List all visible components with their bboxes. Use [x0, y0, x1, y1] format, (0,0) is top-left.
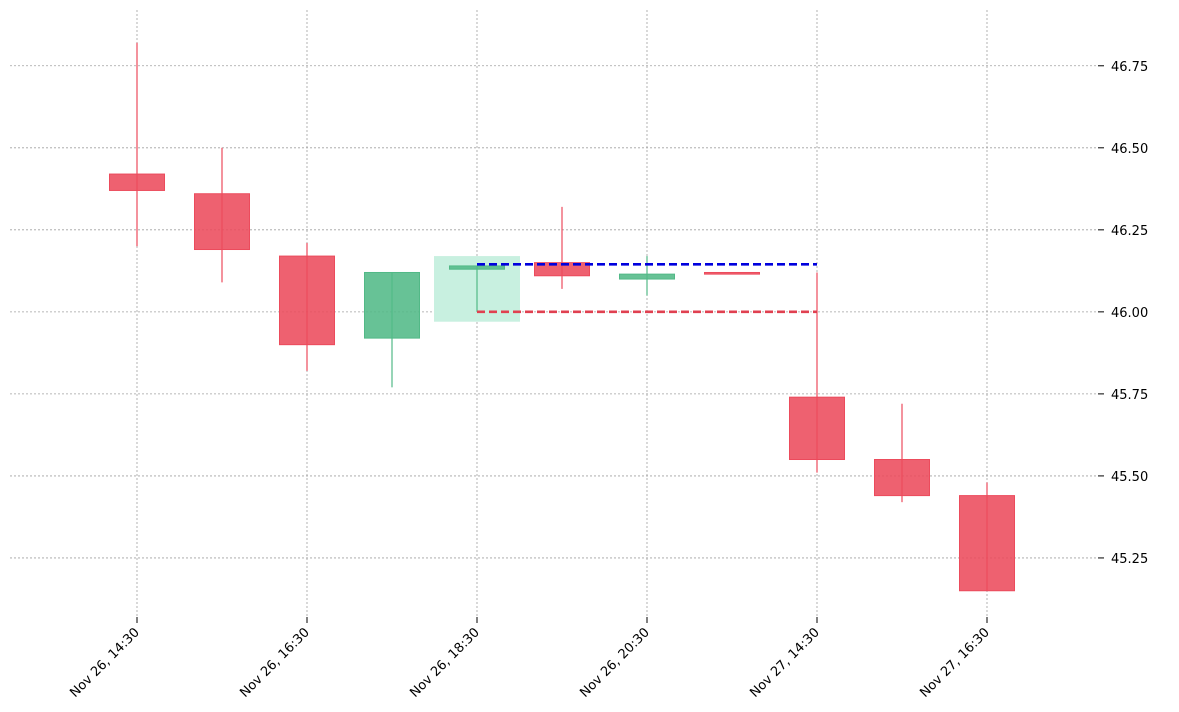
y-tick-label: 46.25 — [1111, 224, 1148, 239]
candle-body — [194, 193, 250, 251]
candle-body — [874, 459, 930, 497]
x-tick-label: Nov 26, 20:30 — [577, 625, 653, 701]
y-tick-label: 45.25 — [1111, 552, 1148, 567]
y-tick-label: 46.75 — [1111, 60, 1148, 75]
x-tick-label: Nov 26, 18:30 — [407, 625, 483, 701]
y-tick-label: 45.75 — [1111, 388, 1148, 403]
candle-body — [449, 265, 505, 270]
y-tick-label: 46.00 — [1111, 306, 1148, 321]
y-axis: 45.25 45.50 45.75 46.00 46.25 46.50 46.75 — [1098, 60, 1148, 567]
x-tick-label: Nov 26, 16:30 — [237, 625, 313, 701]
y-tick-label: 45.50 — [1111, 470, 1148, 485]
candle-body — [109, 173, 165, 191]
candle-body — [534, 262, 590, 277]
x-tick-label: Nov 27, 16:30 — [917, 625, 993, 701]
x-axis: Nov 26, 14:30 Nov 26, 16:30 Nov 26, 18:30 N… — [67, 617, 993, 701]
candle-body — [789, 396, 845, 461]
x-tick-label: Nov 26, 14:30 — [67, 625, 143, 701]
candle-body — [279, 255, 335, 346]
candle-body — [619, 273, 675, 280]
candle-body — [959, 495, 1015, 592]
grid — [10, 10, 1098, 617]
candles — [109, 42, 1015, 592]
candle-body — [364, 271, 420, 339]
candle-body — [704, 271, 760, 275]
x-tick-label: Nov 27, 14:30 — [747, 625, 823, 701]
level-lines — [477, 262, 817, 314]
y-tick-label: 46.50 — [1111, 142, 1148, 157]
